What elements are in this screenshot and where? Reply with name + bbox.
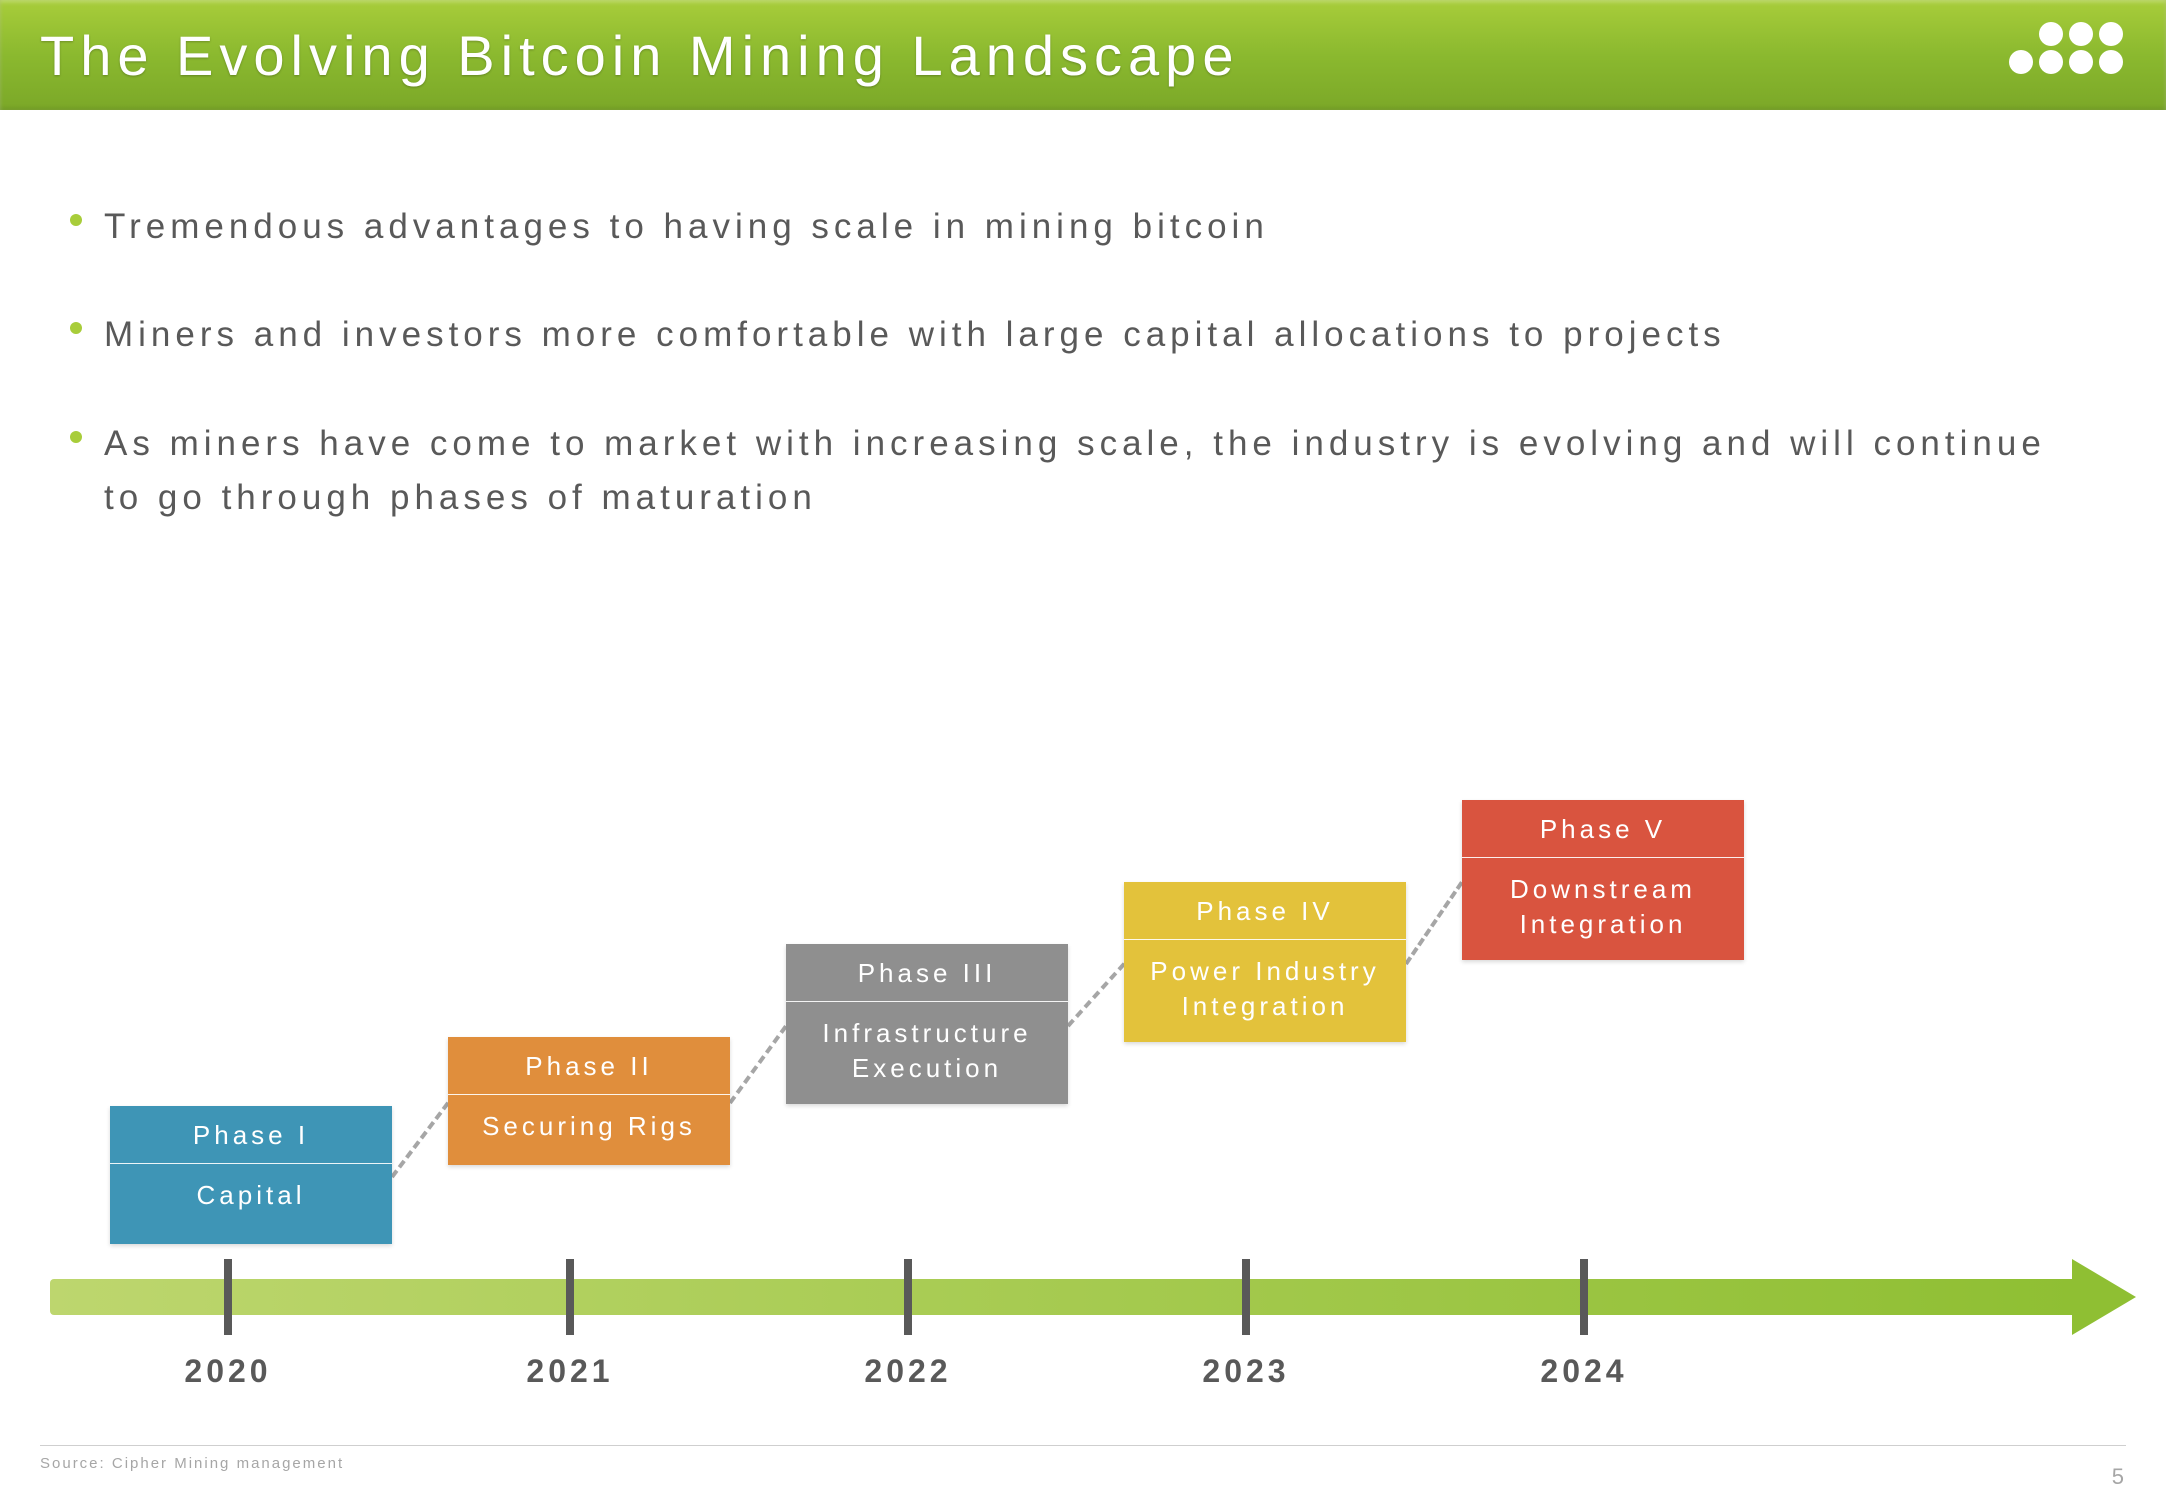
year-tick — [1580, 1259, 1588, 1335]
arrow-head-icon — [2072, 1259, 2136, 1335]
year-tick — [566, 1259, 574, 1335]
connector-line — [1404, 881, 1463, 965]
title-bar: The Evolving Bitcoin Mining Landscape — [0, 0, 2166, 110]
phase-box-5: Phase V Downstream Integration — [1462, 800, 1744, 960]
phase-box-1: Phase I Capital — [110, 1106, 392, 1244]
bullet-item: As miners have come to market with incre… — [70, 417, 2096, 526]
slide: The Evolving Bitcoin Mining Landscape Tr… — [0, 0, 2166, 1500]
phase-subtitle: Infrastructure Execution — [786, 1002, 1068, 1104]
phase-box-2: Phase II Securing Rigs — [448, 1037, 730, 1165]
slide-title: The Evolving Bitcoin Mining Landscape — [40, 23, 1239, 88]
source-text: Source: Cipher Mining management — [40, 1455, 344, 1472]
phase-subtitle: Power Industry Integration — [1124, 940, 1406, 1042]
bullet-dot-icon — [70, 214, 82, 226]
phase-title: Phase V — [1462, 800, 1744, 858]
phase-box-3: Phase III Infrastructure Execution — [786, 944, 1068, 1104]
phase-title: Phase I — [110, 1106, 392, 1164]
connector-line — [728, 1025, 787, 1104]
phase-subtitle: Securing Rigs — [448, 1095, 730, 1162]
phase-title: Phase III — [786, 944, 1068, 1002]
timeline-arrow — [50, 1279, 2136, 1315]
connector-line — [1067, 963, 1126, 1028]
footer-divider — [40, 1445, 2126, 1446]
year-label: 2021 — [526, 1353, 613, 1390]
bullet-list: Tremendous advantages to having scale in… — [70, 200, 2096, 525]
year-tick — [904, 1259, 912, 1335]
phase-title: Phase IV — [1124, 882, 1406, 940]
phase-subtitle: Downstream Integration — [1462, 858, 1744, 960]
phase-title: Phase II — [448, 1037, 730, 1095]
bullet-dot-icon — [70, 322, 82, 334]
phase-box-4: Phase IV Power Industry Integration — [1124, 882, 1406, 1042]
arrow-body — [50, 1279, 2072, 1315]
year-label: 2020 — [184, 1353, 271, 1390]
year-label: 2024 — [1540, 1353, 1627, 1390]
year-label: 2022 — [864, 1353, 951, 1390]
bullet-text: As miners have come to market with incre… — [104, 417, 2096, 526]
bullet-text: Tremendous advantages to having scale in… — [104, 200, 1269, 254]
logo-icon — [1976, 20, 2126, 90]
year-label: 2023 — [1202, 1353, 1289, 1390]
year-tick — [224, 1259, 232, 1335]
bullet-text: Miners and investors more comfortable wi… — [104, 308, 1726, 362]
year-tick — [1242, 1259, 1250, 1335]
bullet-item: Tremendous advantages to having scale in… — [70, 200, 2096, 254]
page-number: 5 — [2112, 1464, 2124, 1490]
bullet-item: Miners and investors more comfortable wi… — [70, 308, 2096, 362]
phase-subtitle: Capital — [110, 1164, 392, 1231]
bullet-dot-icon — [70, 431, 82, 443]
timeline: Phase I Capital Phase II Securing Rigs P… — [0, 720, 2166, 1420]
connector-line — [390, 1102, 449, 1178]
